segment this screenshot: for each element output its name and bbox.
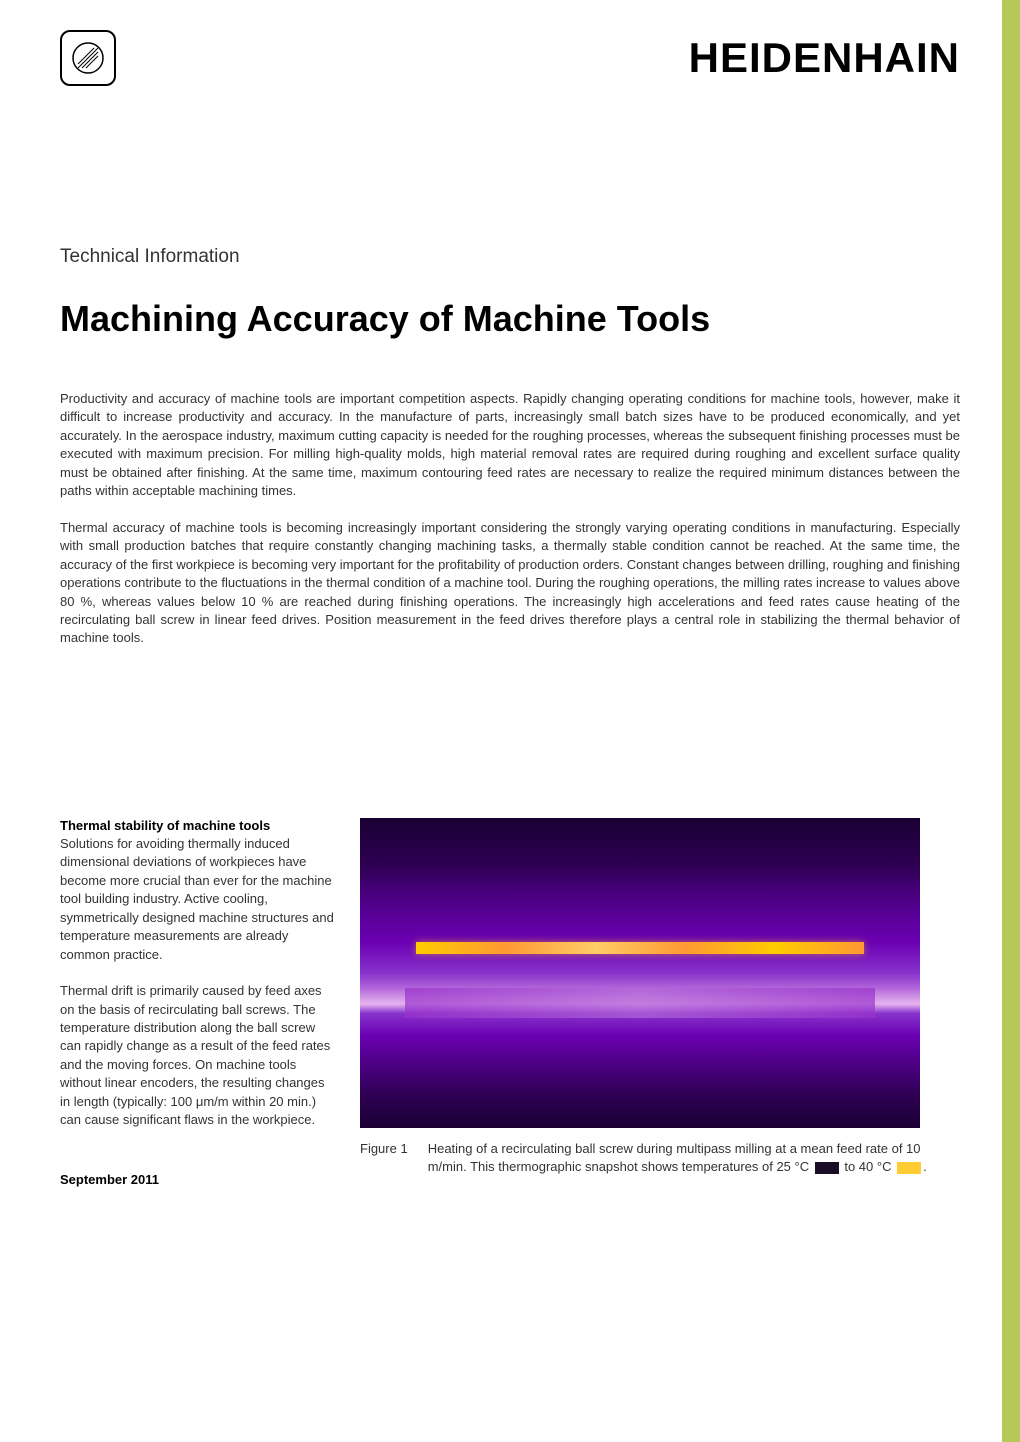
figure-caption-text: Heating of a recirculating ball screw du… (428, 1140, 960, 1177)
header: HEIDENHAIN (60, 30, 960, 86)
temp-swatch-hot (897, 1162, 921, 1174)
caption-part-2: to 40 °C (841, 1159, 895, 1174)
main-title: Machining Accuracy of Machine Tools (60, 298, 960, 340)
brand-name: HEIDENHAIN (689, 34, 960, 82)
footer-date: September 2011 (60, 1172, 159, 1187)
temp-swatch-cold (815, 1162, 839, 1174)
thermal-paragraph-2: Thermal drift is primarily caused by fee… (60, 982, 335, 1130)
right-column: Figure 1 Heating of a recirculating ball… (360, 818, 960, 1177)
section-label: Technical Information (60, 246, 960, 268)
figure-caption: Figure 1 Heating of a recirculating ball… (360, 1140, 960, 1177)
intro-paragraph-1: Productivity and accuracy of machine too… (60, 390, 960, 501)
thermal-paragraph-1: Solutions for avoiding thermally induced… (60, 835, 335, 964)
thermographic-image (360, 818, 920, 1128)
intro-paragraph-2: Thermal accuracy of machine tools is bec… (60, 519, 960, 648)
figure-label: Figure 1 (360, 1140, 408, 1177)
thermal-heading: Thermal stability of machine tools (60, 818, 335, 833)
page-container: HEIDENHAIN Technical Information Machini… (0, 0, 1020, 1217)
content-section: Thermal stability of machine tools Solut… (60, 818, 960, 1177)
logo-icon (60, 30, 116, 86)
caption-part-3: . (923, 1159, 927, 1174)
left-column: Thermal stability of machine tools Solut… (60, 818, 335, 1177)
